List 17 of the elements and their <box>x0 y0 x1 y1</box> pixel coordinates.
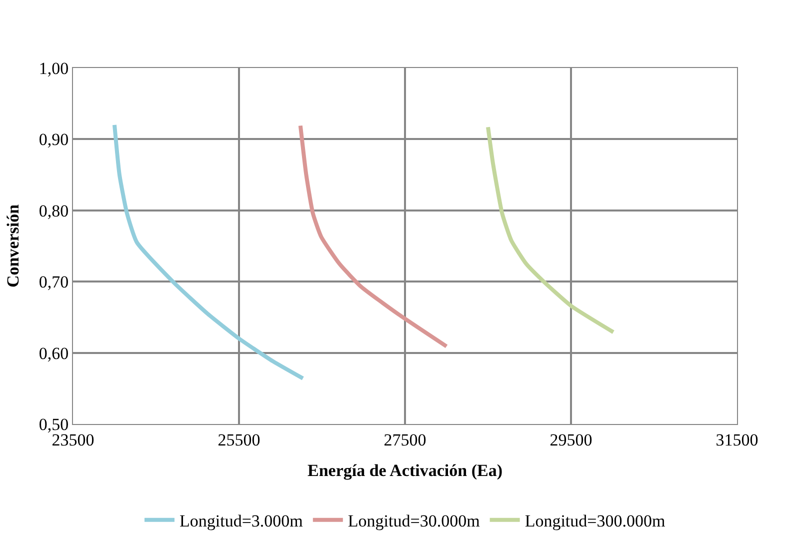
x-tick-label: 27500 <box>384 430 426 450</box>
legend-label: Longitud=30.000m <box>348 512 480 530</box>
legend-label: Longitud=300.000m <box>524 512 666 530</box>
x-tick-label: 29500 <box>550 430 592 450</box>
x-axis-title: Energía de Activación (Ea) <box>307 460 503 480</box>
y-tick-label: 1,00 <box>38 58 69 78</box>
y-tick-label: 0,80 <box>38 201 69 220</box>
line-series <box>486 125 616 334</box>
y-axis-title: Conversión <box>3 204 22 288</box>
y-tick-label: 0,90 <box>38 130 69 150</box>
legend-label: Longitud=3.000m <box>180 512 303 530</box>
y-tick-label: 0,60 <box>38 344 69 363</box>
line-series <box>112 122 305 380</box>
x-tick-label: 31500 <box>716 430 758 450</box>
line-series <box>298 124 448 348</box>
x-tick-label: 25500 <box>218 430 260 450</box>
y-tick-label: 0,70 <box>38 272 69 292</box>
